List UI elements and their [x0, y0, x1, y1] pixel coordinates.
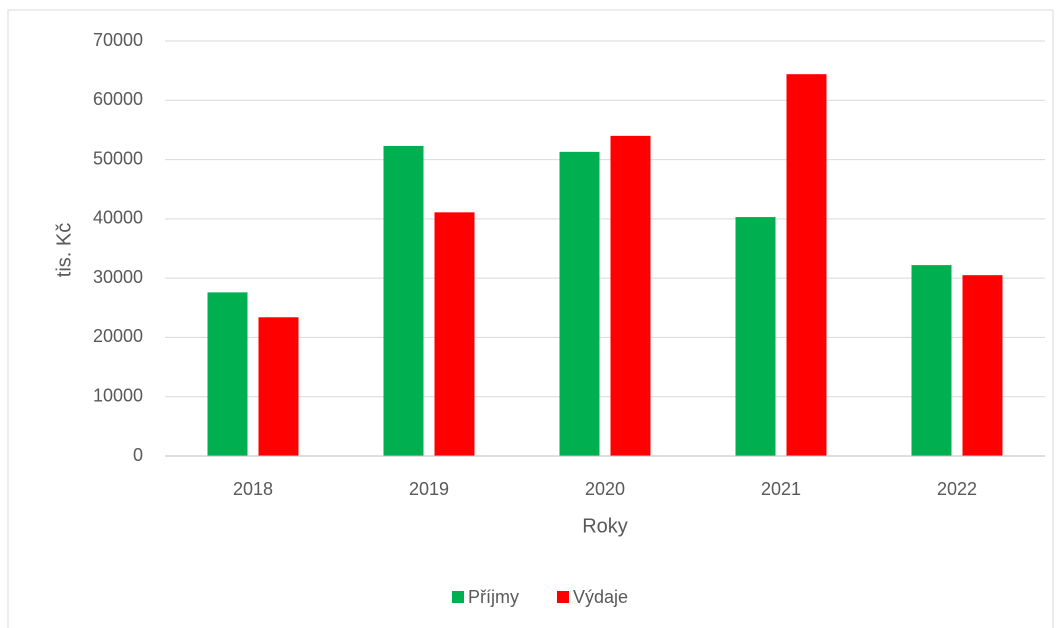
y-tick-label: 30000 [93, 267, 143, 287]
bar [258, 317, 299, 456]
y-tick-label: 10000 [93, 385, 143, 405]
x-tick-label: 2018 [233, 479, 273, 499]
bar [786, 74, 827, 456]
bar [434, 212, 475, 456]
legend-swatch [452, 591, 464, 603]
bar [735, 217, 776, 456]
y-tick-label: 20000 [93, 326, 143, 346]
x-tick-label: 2021 [761, 479, 801, 499]
chart-frame [7, 9, 1054, 628]
y-axis-label: tis. Kč [53, 223, 75, 277]
legend-label: Příjmy [468, 587, 519, 607]
x-tick-label: 2020 [585, 479, 625, 499]
bar [383, 145, 424, 456]
bar [559, 151, 600, 456]
bar [207, 292, 248, 456]
y-tick-label: 0 [133, 445, 143, 465]
y-tick-label: 70000 [93, 30, 143, 50]
x-tick-label: 2019 [409, 479, 449, 499]
y-tick-label: 60000 [93, 89, 143, 109]
x-axis-label: Roky [582, 515, 628, 537]
legend-label: Výdaje [573, 587, 628, 607]
y-tick-label: 40000 [93, 208, 143, 228]
x-tick-label: 2022 [937, 479, 977, 499]
bar [610, 135, 651, 456]
bar [962, 275, 1003, 456]
y-tick-label: 50000 [93, 148, 143, 168]
legend-swatch [557, 591, 569, 603]
bar [911, 265, 952, 456]
